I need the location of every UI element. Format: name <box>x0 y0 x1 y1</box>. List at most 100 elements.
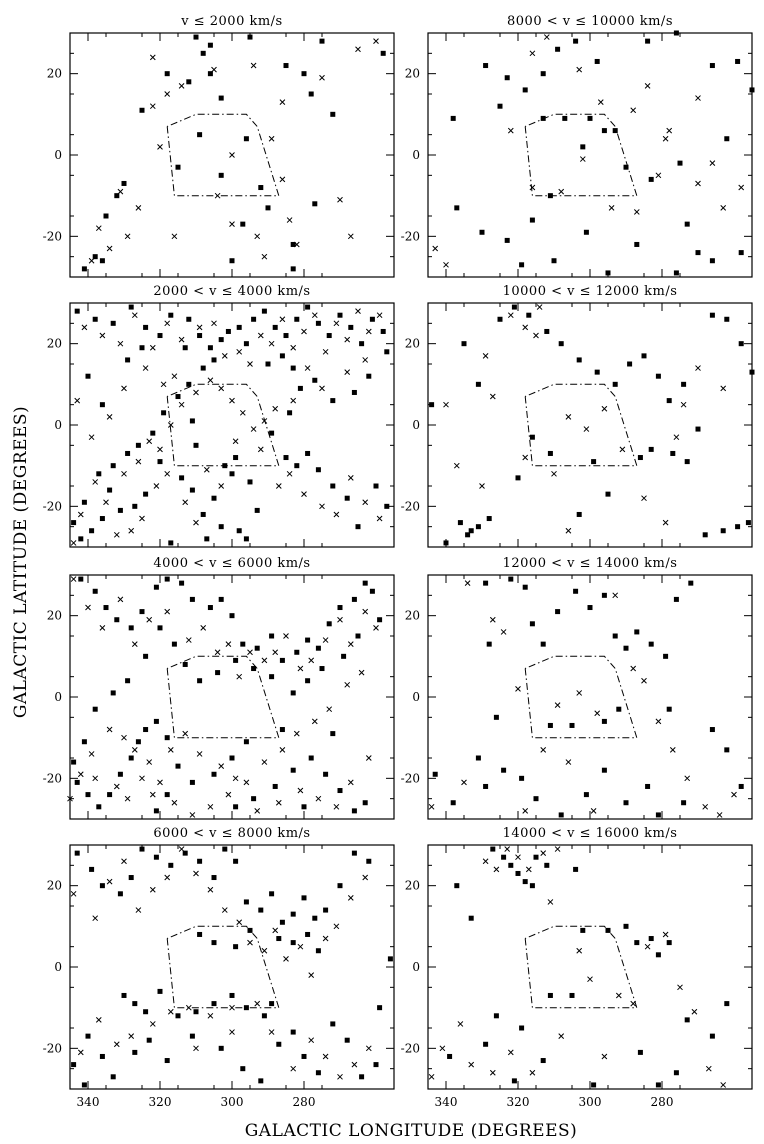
galaxy-point-square <box>522 584 528 590</box>
galaxy-point-cross <box>74 397 81 404</box>
galaxy-point-cross <box>507 1049 514 1056</box>
galaxy-point-square <box>153 584 159 590</box>
galaxy-point-cross <box>164 91 171 97</box>
galaxy-point-square <box>189 779 195 785</box>
galaxy-point-cross <box>344 681 351 688</box>
panel-title: 10000 < v ≤ 12000 km/s <box>503 284 678 299</box>
y-tick-label: 20 <box>405 337 420 351</box>
galaxy-point-square <box>337 312 343 318</box>
galaxy-point-cross <box>308 972 315 978</box>
galaxy-point-square <box>229 471 235 477</box>
galaxy-point-square <box>215 670 221 676</box>
galaxy-point-cross <box>221 353 228 359</box>
galaxy-point-square <box>380 328 386 334</box>
galaxy-point-square <box>71 759 77 765</box>
galaxy-point-square <box>254 507 260 513</box>
galaxy-point-square <box>569 992 575 998</box>
galaxy-point-square <box>211 771 217 777</box>
galaxy-point-square <box>132 1049 138 1055</box>
galaxy-point-square <box>182 661 188 667</box>
galaxy-point-square <box>197 858 203 864</box>
galaxy-point-cross <box>489 616 496 623</box>
galaxy-point-square <box>290 1029 296 1035</box>
galaxy-point-square <box>128 755 134 761</box>
galaxy-point-square <box>709 312 715 318</box>
galaxy-point-square <box>337 788 343 794</box>
galaxy-point-square <box>211 940 217 946</box>
galaxy-point-square <box>447 1053 453 1059</box>
galaxy-point-square <box>591 459 597 465</box>
galaxy-point-square <box>243 739 249 745</box>
galaxy-point-square <box>128 625 134 631</box>
galaxy-point-cross <box>597 99 604 105</box>
galaxy-point-cross <box>301 491 307 497</box>
panel-frame <box>427 574 753 820</box>
galaxy-point-square <box>359 1074 365 1080</box>
galaxy-point-cross <box>164 320 171 327</box>
galaxy-point-square <box>247 479 253 485</box>
galaxy-point-square <box>290 767 296 773</box>
galaxy-point-square <box>182 345 188 351</box>
galaxy-point-cross <box>662 519 669 526</box>
panel-frame <box>427 32 753 278</box>
galaxy-point-cross <box>160 381 167 388</box>
galaxy-point-square <box>261 308 267 314</box>
galaxy-point-square <box>483 783 489 789</box>
galaxy-point-cross <box>103 499 109 506</box>
galaxy-point-cross <box>70 540 77 546</box>
galaxy-point-square <box>720 528 726 534</box>
galaxy-point-square <box>337 883 343 889</box>
galaxy-point-square <box>229 992 235 998</box>
galaxy-point-cross <box>157 779 163 786</box>
galaxy-point-square <box>684 221 690 227</box>
galaxy-point-square <box>738 341 744 347</box>
galaxy-point-square <box>315 320 321 326</box>
galaxy-point-cross <box>279 176 286 183</box>
galaxy-point-cross <box>720 205 727 211</box>
galaxy-point-square <box>616 706 622 712</box>
galaxy-point-cross <box>558 188 565 195</box>
survey-region-outline <box>524 113 638 197</box>
galaxy-point-square <box>258 185 264 191</box>
galaxy-point-cross <box>178 846 185 852</box>
galaxy-point-cross <box>482 353 489 359</box>
galaxy-point-square <box>290 911 296 917</box>
galaxy-point-cross <box>254 808 261 814</box>
galaxy-point-cross <box>355 308 361 314</box>
galaxy-point-square <box>71 520 77 526</box>
galaxy-point-square <box>605 491 611 497</box>
galaxy-point-cross <box>558 1033 565 1039</box>
galaxy-point-square <box>738 783 744 789</box>
galaxy-point-square <box>164 71 170 77</box>
galaxy-point-square <box>355 524 361 530</box>
galaxy-point-cross <box>106 414 113 420</box>
galaxy-point-cross <box>214 192 221 199</box>
galaxy-point-square <box>164 735 170 741</box>
galaxy-point-cross <box>333 923 340 930</box>
galaxy-point-cross <box>268 1029 275 1035</box>
galaxy-point-cross <box>121 470 127 477</box>
y-tick-label: -20 <box>43 499 62 513</box>
galaxy-point-cross <box>135 458 142 465</box>
galaxy-point-square <box>605 270 611 276</box>
galaxy-point-square <box>218 1045 224 1051</box>
galaxy-point-square <box>283 333 289 339</box>
y-tick-label: 0 <box>54 148 62 162</box>
galaxy-point-cross <box>70 890 77 897</box>
galaxy-point-cross <box>261 947 268 954</box>
galaxy-point-cross <box>203 466 210 473</box>
galaxy-point-cross <box>680 401 687 408</box>
galaxy-point-square <box>583 792 589 798</box>
galaxy-point-square <box>96 471 102 477</box>
galaxy-point-cross <box>121 734 127 741</box>
galaxy-point-square <box>89 866 95 872</box>
galaxy-point-cross <box>554 846 561 852</box>
galaxy-point-square <box>612 128 618 134</box>
galaxy-point-cross <box>525 866 532 873</box>
galaxy-point-cross <box>326 706 333 713</box>
galaxy-point-square <box>319 666 325 672</box>
galaxy-point-square <box>211 495 217 501</box>
galaxy-point-square <box>251 796 257 802</box>
galaxy-point-cross <box>149 1021 156 1027</box>
galaxy-point-square <box>443 540 449 546</box>
